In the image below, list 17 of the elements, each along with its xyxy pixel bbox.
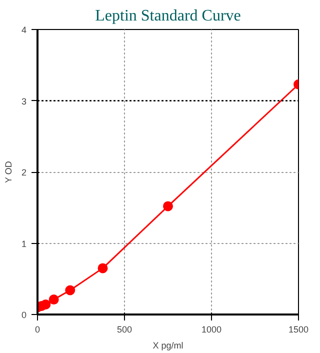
y-tick-label: 1 (21, 238, 27, 249)
point (98, 263, 108, 274)
point (48, 294, 59, 305)
chart-title: Leptin Standard Curve (95, 8, 241, 24)
y-tick-label: 0 (21, 310, 27, 320)
point (65, 285, 76, 296)
y-tick-label: 3 (21, 96, 27, 106)
y-tick-label: 2 (21, 168, 27, 178)
x-tick-label: 1500 (288, 324, 309, 334)
x-tick-label: 1000 (201, 324, 222, 334)
x-tick-label: 500 (116, 324, 132, 334)
point (40, 300, 51, 310)
point (163, 201, 173, 212)
x-tick-label: 0 (34, 324, 40, 334)
x-axis-title: X pg/ml (152, 340, 184, 350)
y-tick-label: 4 (21, 25, 27, 35)
y-axis-title: Y OD (3, 160, 14, 183)
